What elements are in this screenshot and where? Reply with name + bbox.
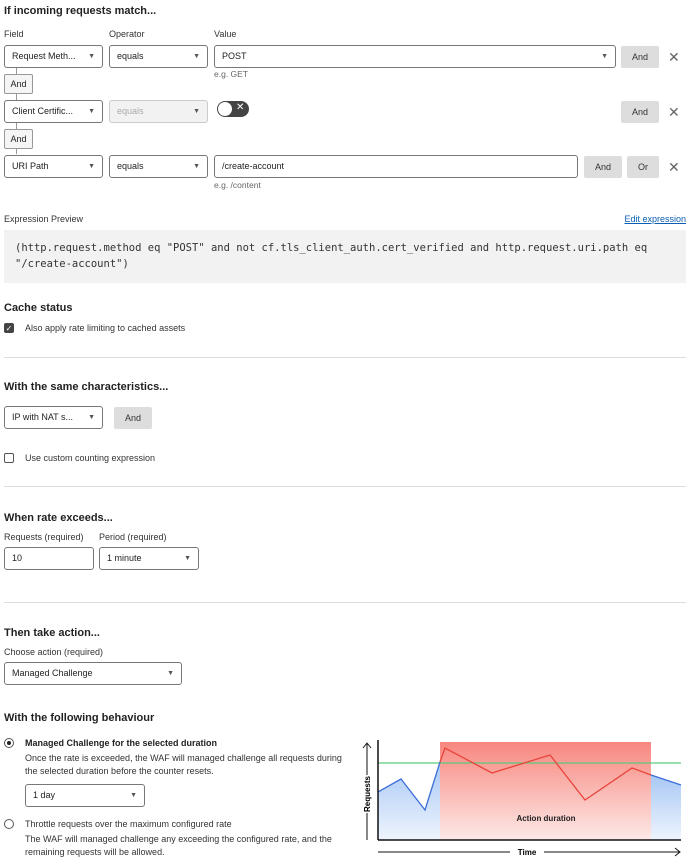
x-axis-label: Time [518,848,537,857]
duration-value: 1 day [33,790,56,800]
close-icon[interactable]: ✕ [668,49,680,65]
operator-value: equals [117,51,144,61]
and-button-1[interactable]: And [621,46,659,68]
field-select-2[interactable]: Client Certific... ▼ [4,100,103,123]
radio-managed-challenge[interactable] [4,738,14,748]
operator-select-1[interactable]: equals ▼ [109,45,208,68]
period-label: Period (required) [99,532,167,542]
custom-expression-checkbox[interactable] [4,453,14,463]
operator-value: equals [117,161,144,171]
requests-area [378,762,440,840]
action-duration-area [440,742,651,840]
cache-checkbox[interactable]: ✓ [4,323,14,333]
field-value: URI Path [12,161,49,171]
caret-down-icon: ▼ [193,108,200,115]
x-icon: ✕ [236,102,245,113]
divider [4,602,686,603]
caret-down-icon: ▼ [193,163,200,170]
toggle-switch[interactable]: ✕ [217,101,249,117]
requests-line-after [650,774,682,786]
action-select[interactable]: Managed Challenge ▼ [4,662,182,685]
operator-select-3[interactable]: equals ▼ [109,155,208,178]
and-connector-1[interactable]: And [4,74,33,94]
requests-label: Requests (required) [4,532,84,542]
period-select[interactable]: 1 minute ▼ [99,547,199,570]
caret-down-icon: ▼ [184,555,191,562]
y-axis-label: Requests [363,775,372,812]
value-hint-3: e.g. /content [214,180,261,190]
characteristics-title: With the same characteristics... [4,381,169,393]
operator-value: equals [117,106,144,116]
caret-down-icon: ▼ [167,670,174,677]
value-text: /create-account [222,161,285,171]
caret-down-icon: ▼ [601,53,608,60]
radio-throttle[interactable] [4,819,14,829]
choose-action-label: Choose action (required) [4,647,104,657]
edit-expression-link[interactable]: Edit expression [624,214,686,224]
requests-line-before [377,761,441,812]
or-button-3[interactable]: Or [627,156,659,178]
rate-title: When rate exceeds... [4,512,113,524]
arrow-right-icon [674,847,681,857]
divider [4,486,686,487]
caret-down-icon: ▼ [193,53,200,60]
divider [4,357,686,358]
requests-input[interactable]: 10 [4,547,94,570]
match-title: If incoming requests match... [4,5,157,17]
opt1-desc: Once the rate is exceeded, the WAF will … [25,753,342,776]
operator-label: Operator [109,29,145,39]
operator-select-2: equals ▼ [109,100,208,123]
close-icon[interactable]: ✕ [668,104,680,120]
caret-down-icon: ▼ [88,53,95,60]
action-title: Then take action... [4,627,100,639]
field-select-1[interactable]: Request Meth... ▼ [4,45,103,68]
behaviour-title: With the following behaviour [4,712,155,724]
value-text: POST [222,51,247,61]
expression-preview: (http.request.method eq "POST" and not c… [4,230,686,283]
field-value: Client Certific... [12,106,74,116]
custom-expression-label: Use custom counting expression [25,453,156,463]
field-label: Field [4,29,24,39]
value-hint-1: e.g. GET [214,69,249,79]
and-button-3[interactable]: And [584,156,622,178]
requests-line-action [439,747,652,801]
cache-checkbox-label: Also apply rate limiting to cached asset… [25,323,186,333]
value-label: Value [214,29,237,39]
action-value: Managed Challenge [12,668,93,678]
field-value: Request Meth... [12,51,76,61]
cache-title: Cache status [4,302,73,314]
rate-limit-diagram: Time Requests Action duration [360,740,682,857]
close-icon[interactable]: ✕ [668,159,680,175]
caret-down-icon: ▼ [88,163,95,170]
caret-down-icon: ▼ [130,792,137,799]
caret-down-icon: ▼ [88,108,95,115]
caret-down-icon: ▼ [88,414,95,421]
characteristics-select[interactable]: IP with NAT s... ▼ [4,406,103,429]
opt2-desc: The WAF will managed challenge any excee… [25,834,332,857]
arrow-up-icon [362,742,372,749]
and-button-2[interactable]: And [621,101,659,123]
value-input-3[interactable]: /create-account [214,155,578,178]
field-select-3[interactable]: URI Path ▼ [4,155,103,178]
expression-label: Expression Preview [4,214,84,224]
requests-area-after [651,775,681,840]
and-connector-2[interactable]: And [4,129,33,149]
opt1-title: Managed Challenge for the selected durat… [25,738,218,748]
toggle-knob [218,102,232,116]
characteristics-and-button[interactable]: And [114,407,152,429]
action-duration-label: Action duration [516,814,575,823]
period-value: 1 minute [107,553,142,563]
characteristics-value: IP with NAT s... [12,412,74,422]
value-select-1[interactable]: POST ▼ [214,45,616,68]
opt2-title: Throttle requests over the maximum confi… [25,819,232,829]
duration-select[interactable]: 1 day ▼ [25,784,145,807]
